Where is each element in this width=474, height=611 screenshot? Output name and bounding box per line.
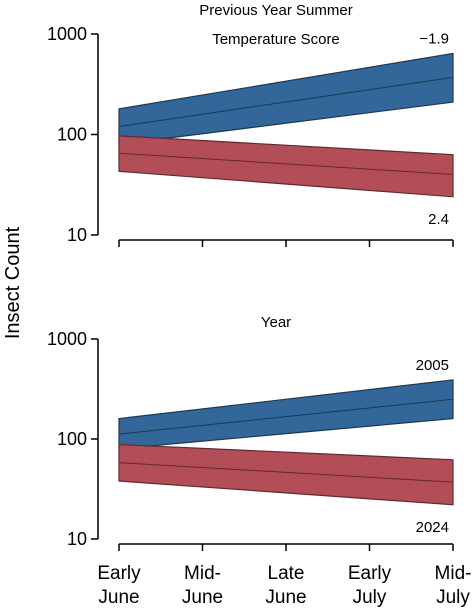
mean-line-2024	[118, 462, 454, 483]
mean-line-2005	[118, 398, 454, 435]
series-label-2024: 2024	[416, 519, 449, 536]
panel-previous-year-temperature: −1.9 2.4 Previous Year Summer Temperature S…	[47, 2, 454, 247]
x-tick-label-line-2: June	[182, 587, 223, 608]
x-tick-label-line-2: June	[98, 587, 139, 608]
band-2.4	[118, 135, 454, 198]
x-tick-label-line-2: July	[353, 587, 387, 608]
x-tick-label-line-1: Early	[348, 563, 392, 584]
y-tick-label: 10	[67, 225, 87, 245]
x-tick-label-line-2: July	[436, 587, 470, 608]
y-tick-label: 1000	[47, 24, 87, 44]
panel-title-line-2: Temperature Score	[212, 31, 340, 48]
panel-title: Previous Year Summer	[199, 2, 352, 19]
panel-year: 2005 2024 Year 10 100 1000	[47, 314, 454, 551]
mean-line-−1.9	[118, 76, 454, 128]
mean-line-2.4	[118, 152, 454, 175]
x-tick-label-line-1: Early	[97, 563, 141, 584]
band-2005	[118, 379, 454, 450]
x-tick-label-line-2: June	[265, 587, 306, 608]
y-tick-label: 100	[57, 429, 87, 449]
panel-title: Year	[261, 314, 291, 331]
x-tick-labels: Early June Mid- June Late June Early July Mid- Ju…	[97, 563, 471, 608]
y-tick-label: 100	[57, 125, 87, 145]
y-axis-label: Insect Count	[2, 226, 24, 339]
series-label-2.4: 2.4	[428, 211, 449, 228]
series-label-−1.9: −1.9	[419, 30, 449, 47]
x-tick-label-line-1: Mid-	[435, 563, 472, 584]
series-label-2005: 2005	[416, 357, 449, 374]
band-−1.9	[118, 52, 454, 145]
band-2024	[118, 443, 454, 506]
y-tick-label: 10	[67, 529, 87, 549]
y-tick-label: 1000	[47, 329, 87, 349]
x-tick-label-line-1: Mid-	[184, 563, 221, 584]
x-tick-label-line-1: Late	[268, 563, 305, 584]
